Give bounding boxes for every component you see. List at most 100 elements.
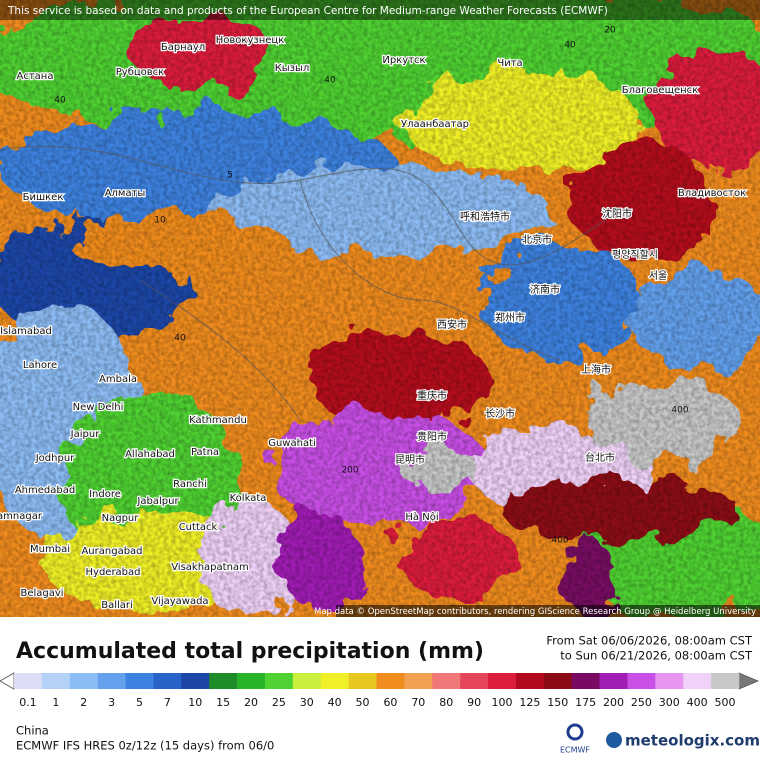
legend-swatch [125, 673, 154, 689]
legend-swatch [264, 673, 294, 689]
ecmwf-icon [566, 723, 584, 741]
legend-label: 10 [188, 696, 202, 709]
place-label: Благовещенск [622, 85, 698, 96]
meteologix-logo[interactable]: meteologix.com [625, 732, 760, 750]
place-label: Ambala [99, 374, 137, 385]
contour-label: 200 [341, 466, 358, 476]
legend-swatch [432, 673, 461, 689]
legend-swatch [320, 673, 349, 689]
legend-label: 80 [439, 696, 453, 709]
contour-label: 40 [564, 41, 576, 51]
legend-label: 15 [216, 696, 230, 709]
place-label: Кызыл [275, 63, 310, 74]
place-label: Улаанбаатар [401, 119, 469, 130]
legend-label: 90 [467, 696, 481, 709]
legend-label: 2 [80, 696, 87, 709]
header-notice: This service is based on data and produc… [7, 5, 608, 17]
legend-label: 7 [164, 696, 171, 709]
legend-label: 30 [300, 696, 314, 709]
legend-label: 70 [411, 696, 425, 709]
legend-label: 150 [547, 696, 568, 709]
place-labels: Астана Рубцовск Барнаул Новокузнецк Кызыл Ирк… [0, 26, 747, 613]
legend-label: 175 [575, 696, 596, 709]
legend-label: 60 [383, 696, 397, 709]
map-attribution: Map data © OpenStreetMap contributors, r… [314, 607, 756, 617]
place-label: Новокузнецк [216, 35, 284, 46]
place-label: Indore [89, 489, 121, 500]
contour-label: 400 [671, 406, 688, 416]
legend-swatch [292, 673, 322, 689]
legend-label: 50 [356, 696, 370, 709]
legend-swatch [153, 673, 182, 689]
legend-swatch [237, 673, 266, 689]
legend-swatch [376, 673, 405, 689]
region: China [16, 724, 49, 738]
place-label: Владивосток [678, 188, 746, 199]
place-label: 呼和浩特市 [460, 210, 510, 223]
contour-label: 40 [54, 96, 66, 106]
place-label: Jamnagar [0, 511, 43, 522]
place-label: Jabalpur [136, 496, 179, 507]
place-label: Hà Nội [405, 511, 438, 523]
title: Accumulated total precipitation (mm) [16, 639, 484, 664]
legend-swatch [683, 673, 712, 689]
legend-swatch [14, 673, 43, 689]
place-label: Nagpur [102, 513, 140, 524]
place-label: 서울 [649, 270, 667, 282]
legend-swatch [404, 673, 433, 689]
place-label: New Delhi [73, 402, 124, 413]
place-label: Mumbai [30, 544, 70, 555]
place-label: Ahmedabad [15, 485, 75, 496]
legend-label: 125 [519, 696, 540, 709]
contour-label: 5 [227, 171, 233, 181]
ecmwf-logo: ECMWF [560, 746, 590, 755]
contour-label: 10 [154, 216, 166, 226]
meteologix-icon [606, 732, 622, 748]
legend-label: 100 [491, 696, 512, 709]
contour-label: 20 [604, 26, 616, 36]
place-label: Vijayawada [151, 596, 208, 607]
period-from: From Sat 06/06/2026, 08:00am CST [546, 634, 753, 648]
legend-arrow-low [0, 672, 15, 690]
place-label: 郑州市 [495, 311, 525, 324]
legend-label: 5 [136, 696, 143, 709]
contour-label: 400 [551, 536, 568, 546]
place-label: Иркутск [382, 55, 425, 66]
place-label: 昆明市 [395, 453, 425, 466]
legend-swatch [627, 673, 656, 689]
place-label: 长沙市 [485, 407, 515, 420]
legend-arrow-high [738, 672, 760, 690]
period-to: to Sun 06/21/2026, 08:00am CST [560, 649, 753, 663]
legend-swatch [515, 673, 545, 689]
place-label: Kathmandu [189, 415, 247, 426]
place-label: Patna [191, 447, 219, 458]
place-label: Aurangabad [81, 546, 142, 557]
precipitation-map: This service is based on data and produc… [0, 0, 760, 617]
legend-swatch [655, 673, 684, 689]
place-label: Рубцовск [116, 67, 164, 78]
legend-label: 200 [603, 696, 624, 709]
place-label: 济南市 [530, 283, 560, 296]
legend-label: 40 [328, 696, 342, 709]
legend-label: 400 [687, 696, 708, 709]
legend-label: 20 [244, 696, 258, 709]
place-label: Бишкек [23, 192, 64, 203]
legend-swatch [209, 673, 238, 689]
legend-swatch [599, 673, 628, 689]
place-label: 北京市 [522, 233, 552, 246]
place-label: Guwahati [268, 438, 316, 449]
place-label: 沈阳市 [602, 207, 632, 220]
place-label: Hyderabad [86, 567, 141, 578]
place-label: 重庆市 [417, 389, 447, 402]
legend-swatch [711, 673, 740, 689]
contour-label: 40 [324, 76, 336, 86]
place-label: Ballari [101, 600, 133, 611]
place-label: Islamabad [0, 326, 52, 337]
legend-swatch [181, 673, 210, 689]
legend-swatch [571, 673, 600, 689]
legend: 0.1 1 2 3 5 7 10 15 20 25 30 40 50 60 70 80 90 100 125 150 1… [14, 673, 740, 709]
legend-label: 500 [715, 696, 736, 709]
place-label: Jaipur [70, 429, 101, 440]
legend-label: 250 [631, 696, 652, 709]
